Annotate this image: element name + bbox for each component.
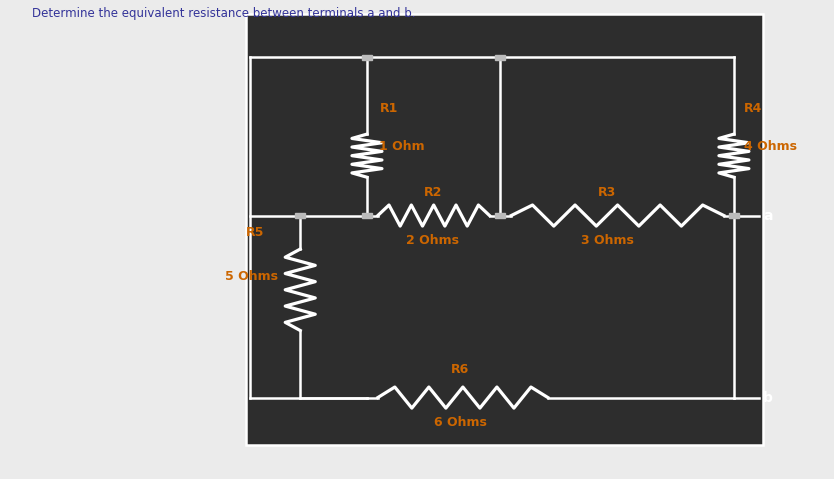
Bar [729,213,739,218]
Bar [295,213,305,218]
Text: 1 Ohm: 1 Ohm [379,140,425,153]
Text: R4: R4 [744,102,762,115]
Text: 6 Ohms: 6 Ohms [434,416,487,429]
Bar [246,14,763,445]
Bar [495,213,505,218]
Text: 4 Ohms: 4 Ohms [744,140,797,153]
Text: 3 Ohms: 3 Ohms [580,234,634,247]
Text: R3: R3 [598,186,616,199]
Text: 2 Ohms: 2 Ohms [406,234,460,247]
Text: R2: R2 [424,186,442,199]
Text: b: b [763,390,773,405]
Text: R1: R1 [379,102,398,115]
Bar [362,213,372,218]
Text: R5: R5 [246,227,264,240]
Text: Determine the equivalent resistance between terminals a and b.: Determine the equivalent resistance betw… [32,7,415,20]
Text: a: a [763,208,772,223]
Bar [362,55,372,60]
Text: 5 Ohms: 5 Ohms [225,270,279,283]
Bar [495,55,505,60]
Text: R6: R6 [451,363,470,376]
